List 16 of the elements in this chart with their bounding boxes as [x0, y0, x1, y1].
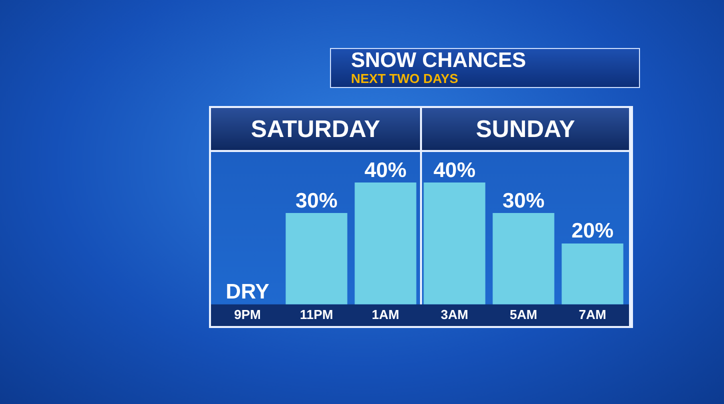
data-label: 40% [364, 158, 407, 182]
x-tick-label: 1AM [372, 306, 400, 322]
data-label: 20% [571, 220, 614, 243]
x-tick-label: 7AM [578, 306, 606, 322]
x-tick-label: 9PM [234, 306, 261, 322]
chart-title: SNOW CHANCES [351, 49, 528, 72]
data-label: 40% [433, 158, 476, 182]
chart-subtitle: NEXT TWO DAYS [351, 71, 460, 86]
x-tick-label: 5AM [510, 306, 538, 322]
x-tick-label: 3AM [440, 306, 468, 322]
text: SATURDAY [211, 108, 420, 152]
text: SUNDAY [422, 108, 629, 152]
data-label: 30% [295, 189, 338, 212]
data-label: DRY [226, 280, 270, 304]
x-tick-label: 11PM [300, 306, 334, 322]
data-label: 30% [502, 189, 545, 212]
